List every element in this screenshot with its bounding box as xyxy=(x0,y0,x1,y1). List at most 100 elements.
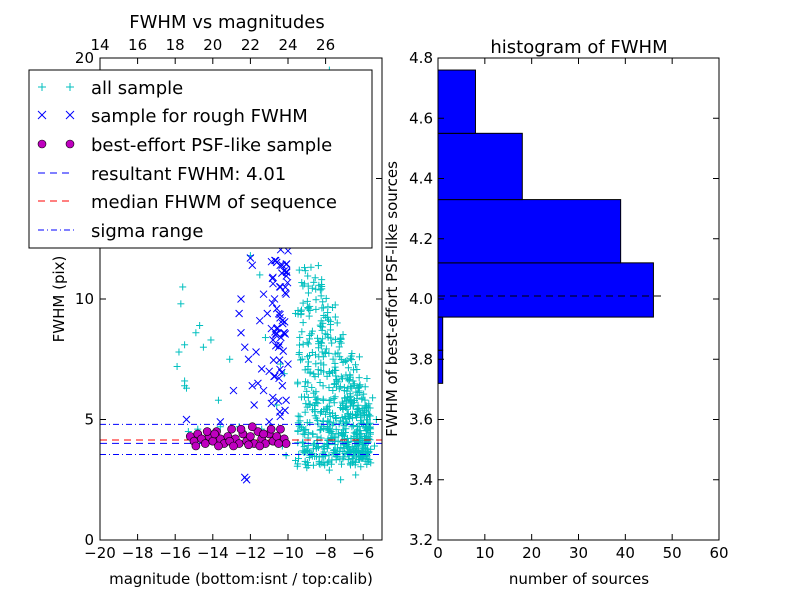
all-sample-point xyxy=(296,417,304,425)
legend-box xyxy=(28,69,373,249)
all-sample-point xyxy=(304,289,312,297)
top-tick-label: 18 xyxy=(166,36,185,54)
rough-fwhm-point xyxy=(278,319,287,328)
all-sample-point xyxy=(333,377,341,385)
all-sample-point xyxy=(300,443,308,451)
x-tick-label: 30 xyxy=(569,544,588,562)
rough-fwhm-point xyxy=(268,274,277,283)
rough-fwhm-point xyxy=(270,295,279,303)
rough-fwhm-point xyxy=(283,278,292,287)
all-sample-point xyxy=(323,406,331,414)
rough-fwhm-point xyxy=(242,475,251,484)
all-sample-point xyxy=(358,394,366,402)
all-sample-point xyxy=(306,451,314,459)
all-sample-point xyxy=(315,353,323,361)
all-sample-point xyxy=(303,387,311,395)
all-sample-point xyxy=(344,438,352,446)
rough-fwhm-point xyxy=(237,295,245,303)
all-sample-point xyxy=(366,430,374,438)
all-sample-point xyxy=(298,328,306,336)
all-sample-point xyxy=(328,456,336,464)
rough-fwhm-point xyxy=(281,283,290,291)
all-sample-point xyxy=(319,298,327,306)
all-sample-point xyxy=(332,433,340,441)
all-sample-point xyxy=(319,335,327,343)
histogram-bar xyxy=(437,262,654,318)
legend-entry-all-sample: all sample xyxy=(38,78,183,99)
legend-label-rough-fwhm: sample for rough FWHM xyxy=(91,106,308,127)
all-sample-point xyxy=(175,348,183,356)
all-sample-point xyxy=(300,393,308,401)
all-sample-point xyxy=(356,381,364,389)
all-sample-point xyxy=(364,445,372,453)
all-sample-point xyxy=(335,343,343,351)
all-sample-point xyxy=(312,360,320,368)
rough-fwhm-point xyxy=(237,328,245,337)
histogram-bar xyxy=(437,69,476,134)
all-sample-point xyxy=(308,348,316,356)
all-sample-point xyxy=(346,371,354,379)
all-sample-point xyxy=(350,381,358,389)
all-sample-point xyxy=(363,460,371,468)
all-sample-point xyxy=(294,378,302,386)
all-sample-point xyxy=(314,262,322,270)
rough-fwhm-point xyxy=(281,288,290,297)
legend-entry-psf-like: best-effort PSF-like sample xyxy=(37,135,332,156)
all-sample-point xyxy=(297,356,305,364)
rough-fwhm-point xyxy=(282,396,290,405)
all-sample-point xyxy=(301,460,309,468)
all-sample-point xyxy=(317,322,325,330)
legend-circle-mark xyxy=(37,139,47,149)
all-sample-point xyxy=(298,279,306,287)
psf-like-point xyxy=(200,439,210,448)
rough-fwhm-point xyxy=(273,323,282,332)
all-sample-point xyxy=(311,412,319,420)
rough-fwhm-point xyxy=(282,260,291,269)
rough-fwhm-point xyxy=(272,304,281,313)
y-tick-label: 20 xyxy=(75,49,94,67)
all-sample-point xyxy=(304,305,312,313)
all-sample-point xyxy=(361,383,369,391)
all-sample-point xyxy=(363,416,371,424)
all-sample-point xyxy=(299,430,307,438)
rough-fwhm-point xyxy=(252,348,260,356)
all-sample-point xyxy=(312,285,320,293)
rough-fwhm-point xyxy=(275,356,284,364)
legend-entry-rough-fwhm: sample for rough FWHM xyxy=(37,106,308,127)
all-sample-point xyxy=(319,304,327,312)
x-tick-label: 0 xyxy=(433,544,443,562)
histogram-panel: histogram of FWHM 0 10 20 30 40 50 60 3.2 3.4 3.6… xyxy=(383,37,729,588)
rough-fwhm-point xyxy=(271,331,280,339)
all-sample-point xyxy=(332,415,340,423)
all-sample-point xyxy=(294,427,302,435)
all-sample-point xyxy=(306,331,314,339)
all-sample-point xyxy=(330,419,338,427)
all-sample-point xyxy=(348,454,356,462)
all-sample-point xyxy=(294,412,302,420)
top-tick-label: 24 xyxy=(278,36,297,54)
rough-fwhm-point xyxy=(269,356,278,364)
scatter-plot-area xyxy=(100,66,382,484)
psf-like-point xyxy=(227,424,236,434)
histogram-y-axis-label: FWHM of best-effort PSF-like sources xyxy=(383,161,401,437)
all-sample-point xyxy=(317,367,325,375)
all-sample-point xyxy=(340,422,348,430)
legend-circle-mark xyxy=(65,139,75,149)
psf-like-point xyxy=(281,439,291,448)
all-sample-point xyxy=(303,446,311,454)
all-sample-point xyxy=(365,420,373,428)
x-tick-label: −8 xyxy=(315,544,337,562)
all-sample-point xyxy=(357,447,365,455)
all-sample-point xyxy=(330,395,338,403)
legend-plus-mark xyxy=(66,83,74,91)
psf-like-point xyxy=(272,432,282,441)
all-sample-point xyxy=(325,441,333,449)
rough-fwhm-point xyxy=(235,309,243,318)
legend-entry-sigma-range: sigma range xyxy=(38,221,203,242)
all-sample-point xyxy=(367,459,375,467)
y-tick-label: 0 xyxy=(84,531,94,549)
all-sample-point xyxy=(362,402,370,410)
x-tick-label: −14 xyxy=(197,544,229,562)
all-sample-point xyxy=(305,312,313,320)
all-sample-point xyxy=(318,422,326,430)
